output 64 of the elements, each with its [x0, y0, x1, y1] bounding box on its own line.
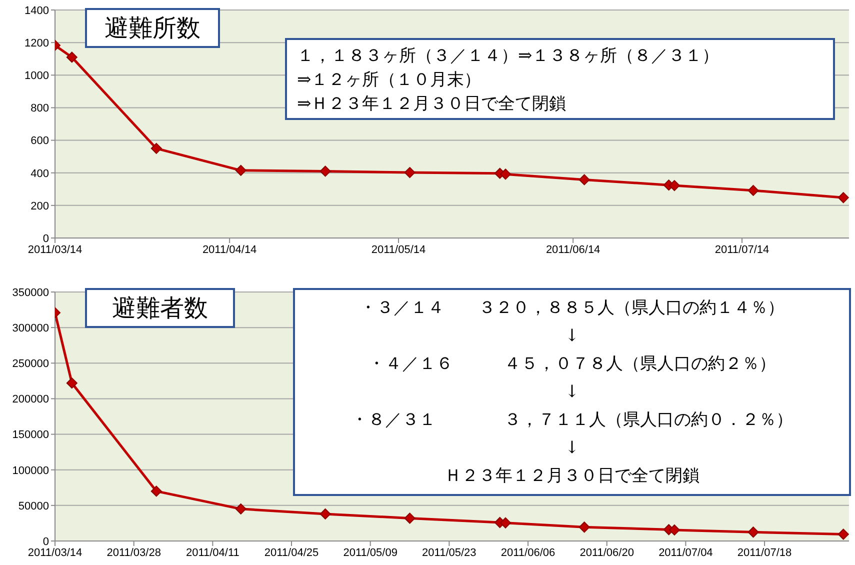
y-tick-label: 1000	[24, 70, 49, 82]
y-tick-label: 150000	[12, 429, 49, 442]
x-tick-label: 2011/03/14	[28, 244, 82, 256]
annotation: Ｈ２３年１２月３０日で全て閉鎖	[444, 465, 700, 488]
point	[578, 522, 590, 533]
point	[320, 166, 331, 177]
y-tick-label: 200000	[12, 394, 49, 406]
y-tick-label: 1400	[24, 4, 49, 17]
y-tick-label: 0	[42, 536, 49, 548]
point	[838, 192, 849, 204]
x-tick-label: 2011/05/23	[422, 546, 476, 559]
annotation: １，１８３ヶ所（３／１４）⇒１３８ヶ所（８／３１）	[297, 45, 720, 68]
annotation: ・８／３１ ３，７１１人（県人口の約０．２％）	[350, 409, 794, 432]
note-box: １，１８３ヶ所（３／１４）⇒１３８ヶ所（８／３１） ⇒１２ヶ所（１０月末） ⇒Ｈ２３年１２月３０日で全て閉鎖	[285, 38, 835, 120]
y-tick-label: 1200	[24, 37, 49, 50]
x-tick-label: 2011/04/14	[202, 244, 257, 256]
point	[500, 517, 511, 528]
x-tick-label: 2011/05/09	[343, 546, 398, 559]
x-tick-label: 2011/07/14	[714, 244, 770, 256]
x-tick-label: 2011/04/11	[186, 546, 240, 559]
y-tick-label: 100000	[12, 464, 49, 477]
point	[500, 168, 511, 180]
y-tick-label: 300000	[12, 322, 49, 334]
point	[235, 164, 246, 176]
x-tick-label: 2011/04/25	[264, 546, 319, 559]
point	[404, 512, 416, 524]
annotation: ・３／１４ ３２０，８８５人（県人口の約１４％）	[358, 297, 786, 320]
point	[66, 378, 78, 389]
title-box: 避難者数	[85, 288, 235, 328]
annotation: ↓	[564, 325, 580, 348]
point	[748, 184, 759, 196]
x-tick-label: 2011/07/18	[737, 546, 792, 559]
y-tick-label: 800	[30, 102, 49, 115]
annotation: ⇒１２ヶ所（１０月末）	[297, 69, 482, 92]
x-tick-label: 2011/03/14	[28, 546, 82, 559]
annotation: ⇒Ｈ２３年１２月３０日で全て閉鎖	[297, 93, 568, 116]
x-tick-label: 2011/05/14	[371, 244, 426, 256]
x-tick-label: 2011/06/06	[500, 546, 556, 559]
y-tick-label: 600	[30, 135, 49, 148]
point	[668, 524, 680, 536]
annotation: ↓	[564, 381, 580, 404]
y-tick-label: 50000	[18, 500, 49, 512]
point	[748, 526, 759, 538]
y-tick-label: 200	[30, 200, 49, 212]
point	[235, 503, 246, 514]
point	[150, 142, 162, 154]
point	[668, 180, 680, 192]
point	[838, 528, 849, 540]
x-tick-label: 2011/06/20	[580, 546, 634, 559]
point	[150, 486, 162, 497]
point	[66, 52, 78, 63]
x-tick-label: 2011/06/14	[546, 244, 600, 256]
y-tick-label: 400	[30, 168, 49, 180]
title-box: 避難所数	[85, 8, 220, 48]
annotation: ↓	[564, 437, 580, 460]
y-tick-label: 250000	[12, 358, 49, 370]
y-tick-label: 350000	[12, 286, 49, 299]
point	[320, 508, 331, 520]
point	[404, 167, 416, 178]
x-tick-label: 2011/07/04	[658, 546, 713, 559]
y-tick-label: 0	[42, 232, 49, 245]
annotation: ・４／１６ ４５，０７８人（県人口の約２％）	[367, 353, 777, 376]
x-tick-label: 2011/03/28	[106, 546, 161, 559]
point	[578, 174, 590, 186]
